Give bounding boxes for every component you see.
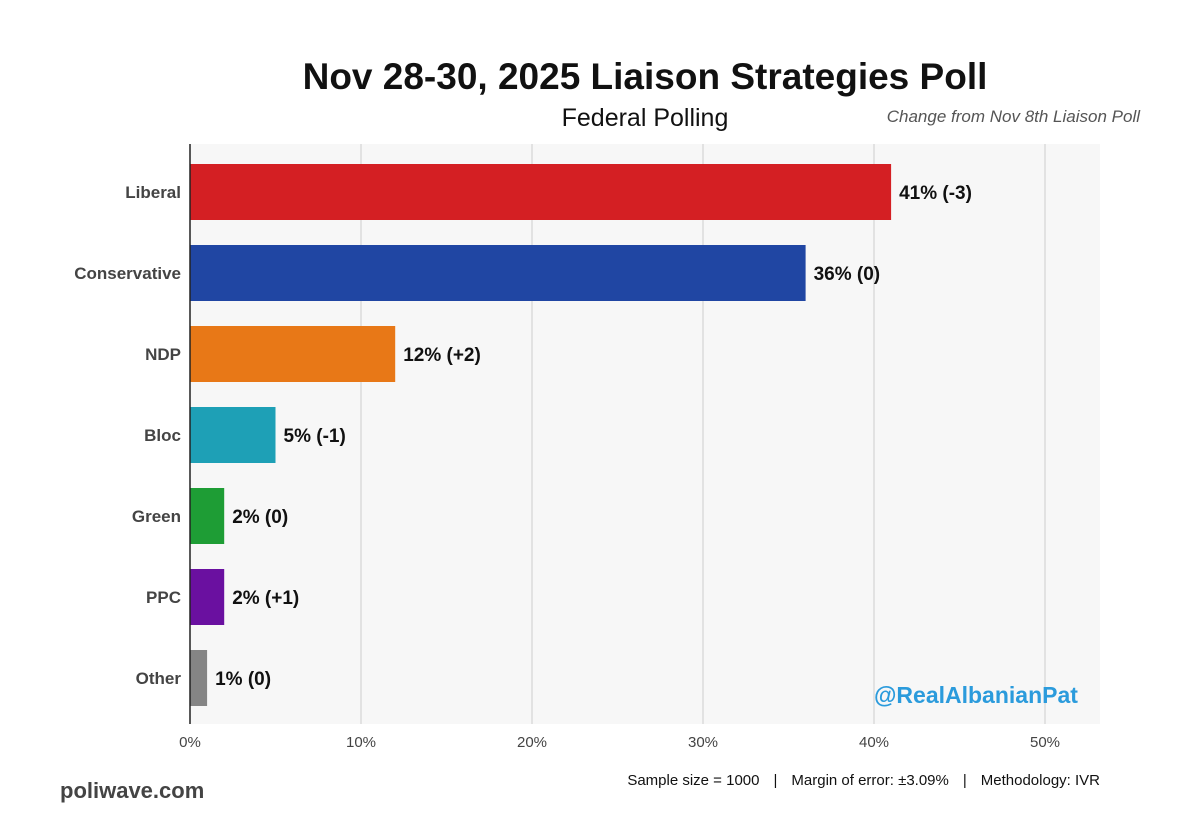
x-tick-label: 0% bbox=[179, 734, 201, 751]
bar-bloc bbox=[190, 407, 276, 463]
category-label: Conservative bbox=[74, 264, 181, 283]
watermark: @RealAlbanianPat bbox=[874, 682, 1078, 708]
bar-ndp bbox=[190, 326, 396, 382]
category-label: Green bbox=[132, 507, 181, 526]
footer-methodology: Sample size = 1000 | Margin of error: ±3.0… bbox=[627, 772, 1100, 789]
data-label: 5% (-1) bbox=[284, 426, 346, 447]
category-label: Bloc bbox=[144, 426, 181, 445]
category-label: Liberal bbox=[125, 183, 181, 202]
chart-title: Nov 28-30, 2025 Liaison Strategies Poll bbox=[302, 56, 988, 97]
bar-ppc bbox=[190, 569, 225, 625]
separator: | bbox=[962, 772, 967, 789]
separator: | bbox=[773, 772, 778, 789]
source-label: poliwave.com bbox=[60, 778, 205, 803]
bar-conservative bbox=[190, 245, 806, 301]
methodology: Methodology: IVR bbox=[980, 772, 1100, 789]
bar-other bbox=[190, 650, 208, 706]
x-tick-label: 20% bbox=[517, 734, 547, 751]
x-tick-label: 30% bbox=[688, 734, 718, 751]
data-label: 2% (0) bbox=[232, 507, 288, 528]
category-label: NDP bbox=[145, 345, 181, 364]
data-label: 1% (0) bbox=[215, 669, 271, 690]
change-note: Change from Nov 8th Liaison Poll bbox=[886, 107, 1140, 126]
bar-liberal bbox=[190, 164, 892, 220]
x-tick-label: 10% bbox=[346, 734, 376, 751]
chart-subtitle: Federal Polling bbox=[561, 104, 729, 132]
x-tick-label: 40% bbox=[859, 734, 889, 751]
category-label: PPC bbox=[146, 588, 181, 607]
data-label: 12% (+2) bbox=[403, 345, 481, 366]
data-label: 41% (-3) bbox=[899, 183, 972, 204]
margin-of-error: Margin of error: ±3.09% bbox=[791, 772, 949, 789]
category-label: Other bbox=[136, 669, 182, 688]
sample-size: Sample size = 1000 bbox=[627, 772, 760, 789]
data-label: 36% (0) bbox=[814, 264, 881, 285]
x-tick-label: 50% bbox=[1030, 734, 1060, 751]
bar-green bbox=[190, 488, 225, 544]
data-label: 2% (+1) bbox=[232, 588, 299, 609]
plot-background bbox=[190, 144, 1100, 724]
